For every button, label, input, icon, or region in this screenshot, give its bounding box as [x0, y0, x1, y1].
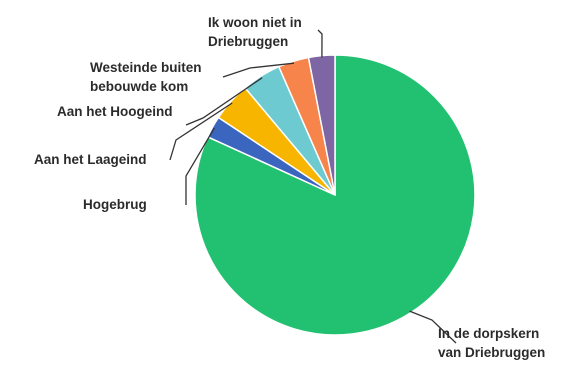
pie-slice: [194, 54, 476, 336]
slice-label-line: In de dorpskern: [438, 326, 539, 341]
leader-line: [169, 102, 233, 161]
leader-lines: [169, 29, 457, 344]
slice-label: Aan het Laageind: [34, 152, 147, 167]
slice-label-line: Ik woon niet in: [208, 15, 302, 30]
slice-label-line: Hogebrug: [83, 197, 147, 212]
slice-label-line: van Driebruggen: [438, 345, 545, 360]
slice-label-line: Westeinde buiten: [90, 60, 202, 75]
leader-line: [185, 77, 263, 126]
slice-label: Hogebrug: [83, 197, 147, 212]
slice-label-line: Aan het Laageind: [34, 152, 147, 167]
leader-line: [222, 62, 295, 78]
slice-label: Westeinde buiten bebouwde kom: [90, 60, 202, 94]
leader-line: [185, 127, 215, 205]
slice-labels: In de dorpskern van Driebruggen Hogebrug Aa…: [34, 15, 545, 360]
slice-label: Aan het Hoogeind: [57, 104, 173, 119]
slice-label-line: Driebruggen: [208, 34, 288, 49]
slice-label: Ik woon niet in Driebruggen: [208, 15, 302, 49]
slice-label-line: bebouwde kom: [90, 79, 188, 94]
slice-label-line: Aan het Hoogeind: [57, 104, 173, 119]
slice-label: In de dorpskern van Driebruggen: [438, 326, 545, 360]
leader-line: [409, 310, 457, 344]
pie-slices: [194, 54, 476, 336]
leader-line: [317, 29, 323, 58]
